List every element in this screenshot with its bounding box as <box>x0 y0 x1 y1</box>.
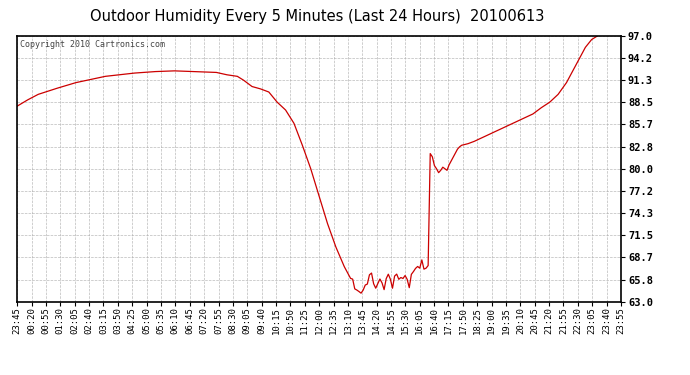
Text: Copyright 2010 Cartronics.com: Copyright 2010 Cartronics.com <box>20 40 166 49</box>
Text: Outdoor Humidity Every 5 Minutes (Last 24 Hours)  20100613: Outdoor Humidity Every 5 Minutes (Last 2… <box>90 9 544 24</box>
